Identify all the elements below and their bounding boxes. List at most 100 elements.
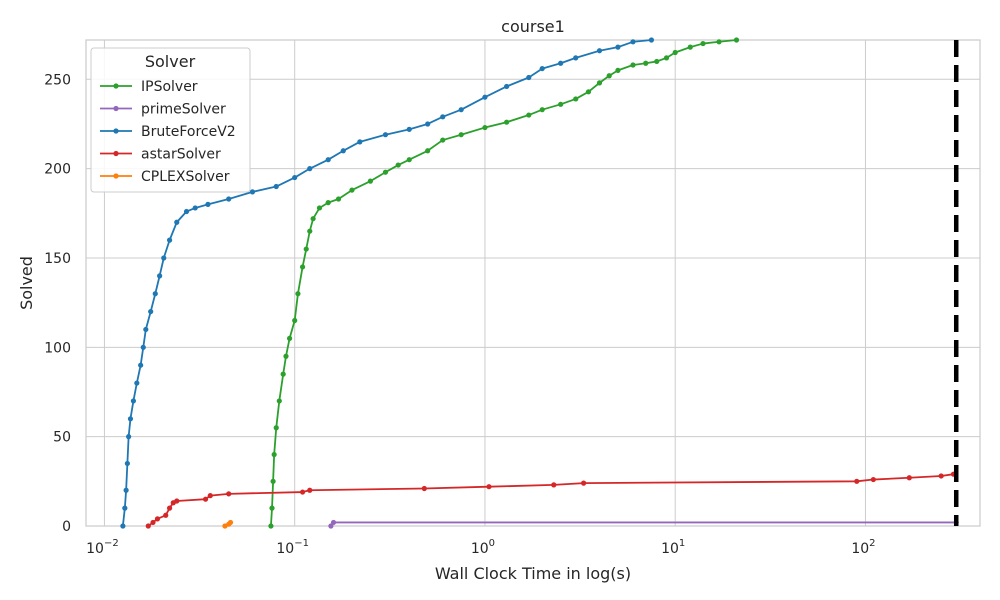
ipsolver-point	[654, 58, 660, 65]
bruteforcev2-point	[249, 189, 256, 195]
astarsolver-point	[307, 487, 313, 493]
astarsolver-point	[581, 480, 587, 486]
bruteforcev2-point	[292, 174, 298, 181]
bruteforcev2-point	[615, 44, 621, 50]
bruteforcev2-series	[120, 37, 655, 529]
ipsolver-point	[615, 67, 621, 73]
ipsolver-point	[672, 49, 678, 56]
bruteforcev2-point	[273, 183, 279, 190]
ipsolver-series	[268, 37, 740, 529]
legend-item-astarsolver: astarSolver	[100, 147, 221, 163]
astarsolver-point	[299, 489, 306, 495]
astarsolver-point	[854, 478, 860, 484]
astarsolver-point	[207, 493, 213, 499]
bruteforcev2-point	[161, 255, 167, 261]
ipsolver-point	[307, 228, 313, 234]
bruteforcev2-point	[630, 39, 636, 45]
y-tick-labels: 0 50 100 150 200 250	[44, 72, 71, 535]
bruteforcev2-point	[140, 344, 146, 350]
ipsolver-point	[292, 317, 298, 324]
bruteforcev2-point	[226, 196, 232, 202]
legend-title: Solver	[145, 52, 196, 71]
astarsolver-point	[870, 476, 876, 483]
legend-item-ipsolver: IPSolver	[100, 79, 198, 95]
bruteforcev2-point	[120, 523, 126, 529]
bruteforcev2-point	[596, 48, 603, 54]
astarsolver-point	[938, 473, 944, 479]
ipsolver-point	[425, 148, 431, 154]
x-tick-label: 100	[471, 538, 495, 557]
ipsolver-point	[316, 205, 323, 211]
primesolver-point	[330, 519, 337, 526]
bruteforcev2-point	[152, 291, 158, 297]
ipsolver-point	[269, 505, 275, 511]
bruteforcev2-point	[340, 148, 346, 154]
y-tick-label: 0	[62, 519, 71, 535]
ipsolver-point	[733, 37, 740, 43]
ipsolver-point	[276, 398, 282, 404]
bruteforcev2-point	[143, 326, 149, 333]
bruteforcev2-point	[526, 74, 532, 81]
legend-item-cplexsolver: CPLEXSolver	[100, 169, 230, 185]
legend-swatch-marker	[113, 105, 119, 112]
ipsolver-point	[585, 89, 592, 95]
astarsolver-point	[154, 516, 161, 522]
ipsolver-point	[440, 137, 446, 143]
ipsolver-point	[558, 101, 564, 107]
ipsolver-point	[268, 523, 274, 529]
bruteforcev2-point	[124, 460, 130, 467]
bruteforcev2-point	[573, 55, 579, 61]
bruteforcev2-point	[558, 60, 564, 66]
ipsolver-point	[349, 187, 355, 193]
x-tick-label: 102	[851, 538, 875, 557]
chart-title: course1	[501, 17, 565, 36]
bruteforcev2-point	[382, 132, 389, 138]
ipsolver-point	[273, 425, 279, 431]
ipsolver-point	[335, 196, 342, 202]
bruteforcev2-point	[192, 205, 198, 211]
y-tick-label: 100	[44, 340, 71, 356]
series-layer	[120, 37, 959, 529]
ipsolver-point	[573, 96, 579, 102]
bruteforcev2-point	[482, 94, 488, 100]
primesolver-point	[328, 523, 334, 529]
legend-entries: IPSolver primeSolver BruteForceV2 astarSolv…	[100, 79, 236, 185]
y-axis-label: Solved	[17, 256, 36, 310]
legend-item-primesolver: primeSolver	[100, 102, 226, 118]
ipsolver-point	[280, 371, 286, 377]
ipsolver-point	[303, 246, 309, 252]
bruteforcev2-point	[648, 37, 655, 43]
bruteforcev2-point	[440, 114, 446, 120]
legend-item-bruteforcev2: BruteForceV2	[100, 124, 236, 140]
astarsolver-point	[174, 498, 180, 504]
legend-swatch-marker	[113, 128, 119, 134]
y-tick-label: 250	[44, 72, 71, 88]
ipsolver-point	[482, 124, 488, 131]
astarsolver-point	[166, 505, 173, 511]
bruteforcev2-point	[130, 398, 137, 404]
ipsolver-point	[458, 132, 464, 138]
bruteforcev2-point	[425, 121, 431, 127]
ipsolver-point	[596, 80, 603, 86]
ipsolver-point	[367, 178, 373, 184]
x-tick-label: 101	[661, 538, 685, 557]
bruteforcev2-point	[138, 362, 144, 368]
ipsolver-point	[295, 291, 301, 297]
ipsolver-point	[663, 55, 670, 61]
legend: Solver IPSolver primeSolver BruteForceV2 as…	[90, 47, 251, 193]
x-tick-label: 10−2	[86, 538, 119, 557]
bruteforcev2-point	[183, 208, 190, 215]
ipsolver-point	[382, 169, 389, 175]
astarsolver-point	[551, 482, 557, 488]
astarsolver-point	[421, 485, 427, 492]
astarsolver-point	[150, 519, 156, 526]
astarsolver-point	[163, 512, 169, 518]
ipsolver-point	[395, 162, 401, 168]
bruteforcev2-point	[166, 237, 173, 243]
bruteforcev2-point	[307, 166, 313, 172]
bruteforcev2-point	[504, 83, 510, 90]
ipsolver-point	[630, 62, 636, 68]
bruteforcev2-point	[134, 380, 140, 386]
bruteforcev2-point	[406, 126, 412, 132]
